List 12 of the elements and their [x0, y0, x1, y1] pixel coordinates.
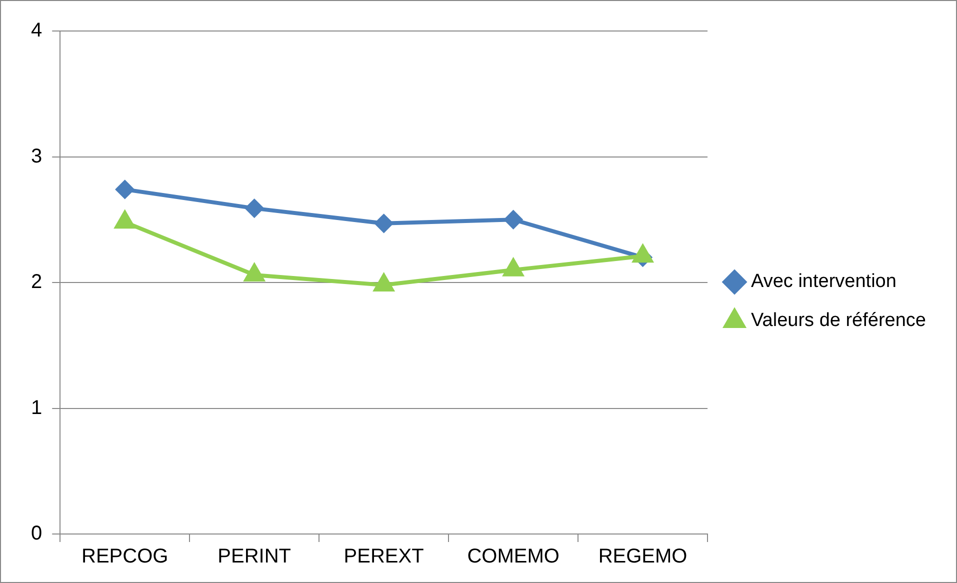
legend-label: Avec intervention	[751, 271, 896, 292]
x-tick-label: REGEMO	[598, 546, 688, 568]
y-tick-label: 1	[31, 396, 42, 419]
y-tick-label: 3	[31, 145, 42, 168]
x-tick-label: REPCOG	[82, 546, 168, 568]
x-tick-label: PERINT	[218, 546, 292, 568]
y-tick-label: 2	[31, 271, 42, 294]
x-tick-label: PEREXT	[344, 546, 424, 568]
y-tick-label: 0	[31, 522, 42, 545]
y-tick-label: 4	[31, 20, 42, 42]
legend-label: Valeurs de référence	[751, 310, 926, 332]
x-tick-label: COMEMO	[467, 546, 560, 568]
